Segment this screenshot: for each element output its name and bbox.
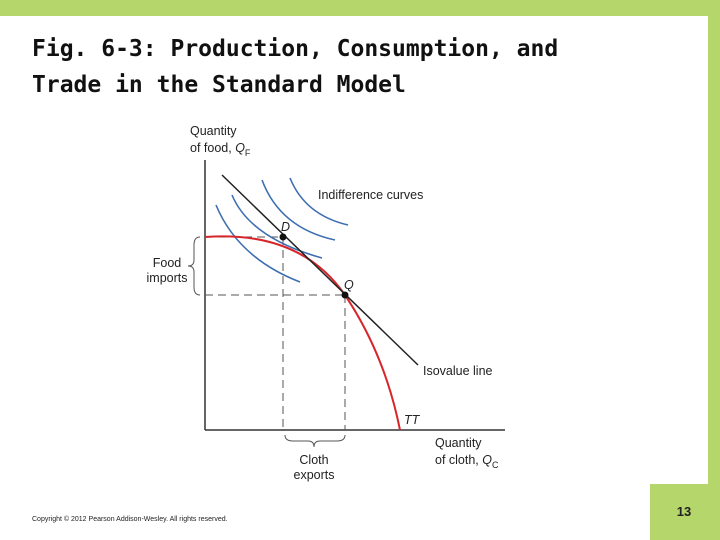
point-label: Q bbox=[344, 278, 354, 292]
indifference-curve bbox=[231, 194, 323, 259]
label-symbol: Q bbox=[235, 141, 245, 155]
isovalue-line bbox=[221, 174, 419, 366]
cloth-brace bbox=[284, 434, 346, 448]
guides bbox=[205, 236, 346, 430]
y-axis-label: of food, QF bbox=[190, 141, 251, 158]
label-subscript: C bbox=[492, 460, 499, 470]
frontier-label: TT bbox=[404, 413, 421, 427]
label-subscript: F bbox=[245, 148, 251, 158]
label-text: of food, bbox=[190, 141, 235, 155]
isovalue-label: Isovalue line bbox=[423, 364, 493, 378]
indifference-curves bbox=[215, 177, 349, 283]
indifference-curve bbox=[215, 204, 301, 283]
food-imports-label: Food bbox=[153, 256, 182, 270]
y-axis-label: Quantity bbox=[190, 124, 237, 138]
cloth-exports-label: exports bbox=[294, 468, 335, 482]
food-brace bbox=[187, 236, 201, 296]
point-label: D bbox=[281, 220, 290, 234]
right-bar bbox=[708, 0, 720, 540]
title-line: Trade in the Standard Model bbox=[32, 72, 406, 98]
title-line: Fig. 6-3: Production, Consumption, and bbox=[32, 36, 558, 62]
indifference-curve bbox=[261, 179, 336, 241]
production-frontier bbox=[204, 235, 401, 431]
point-d bbox=[279, 233, 287, 241]
label-text: of cloth, bbox=[435, 453, 482, 467]
page-box bbox=[650, 484, 720, 540]
point-q bbox=[341, 291, 349, 299]
food-imports-label: imports bbox=[147, 271, 188, 285]
x-axis-label: Quantity bbox=[435, 436, 482, 450]
page-number: 13 bbox=[677, 504, 691, 519]
indifference-curve bbox=[289, 177, 349, 226]
cloth-exports-label: Cloth bbox=[299, 453, 328, 467]
x-axis-label: of cloth, QC bbox=[435, 453, 499, 470]
top-bar bbox=[0, 0, 720, 16]
label-symbol: Q bbox=[482, 453, 492, 467]
indifference-label: Indifference curves bbox=[318, 188, 423, 202]
copyright: Copyright © 2012 Pearson Addison-Wesley.… bbox=[32, 515, 228, 523]
